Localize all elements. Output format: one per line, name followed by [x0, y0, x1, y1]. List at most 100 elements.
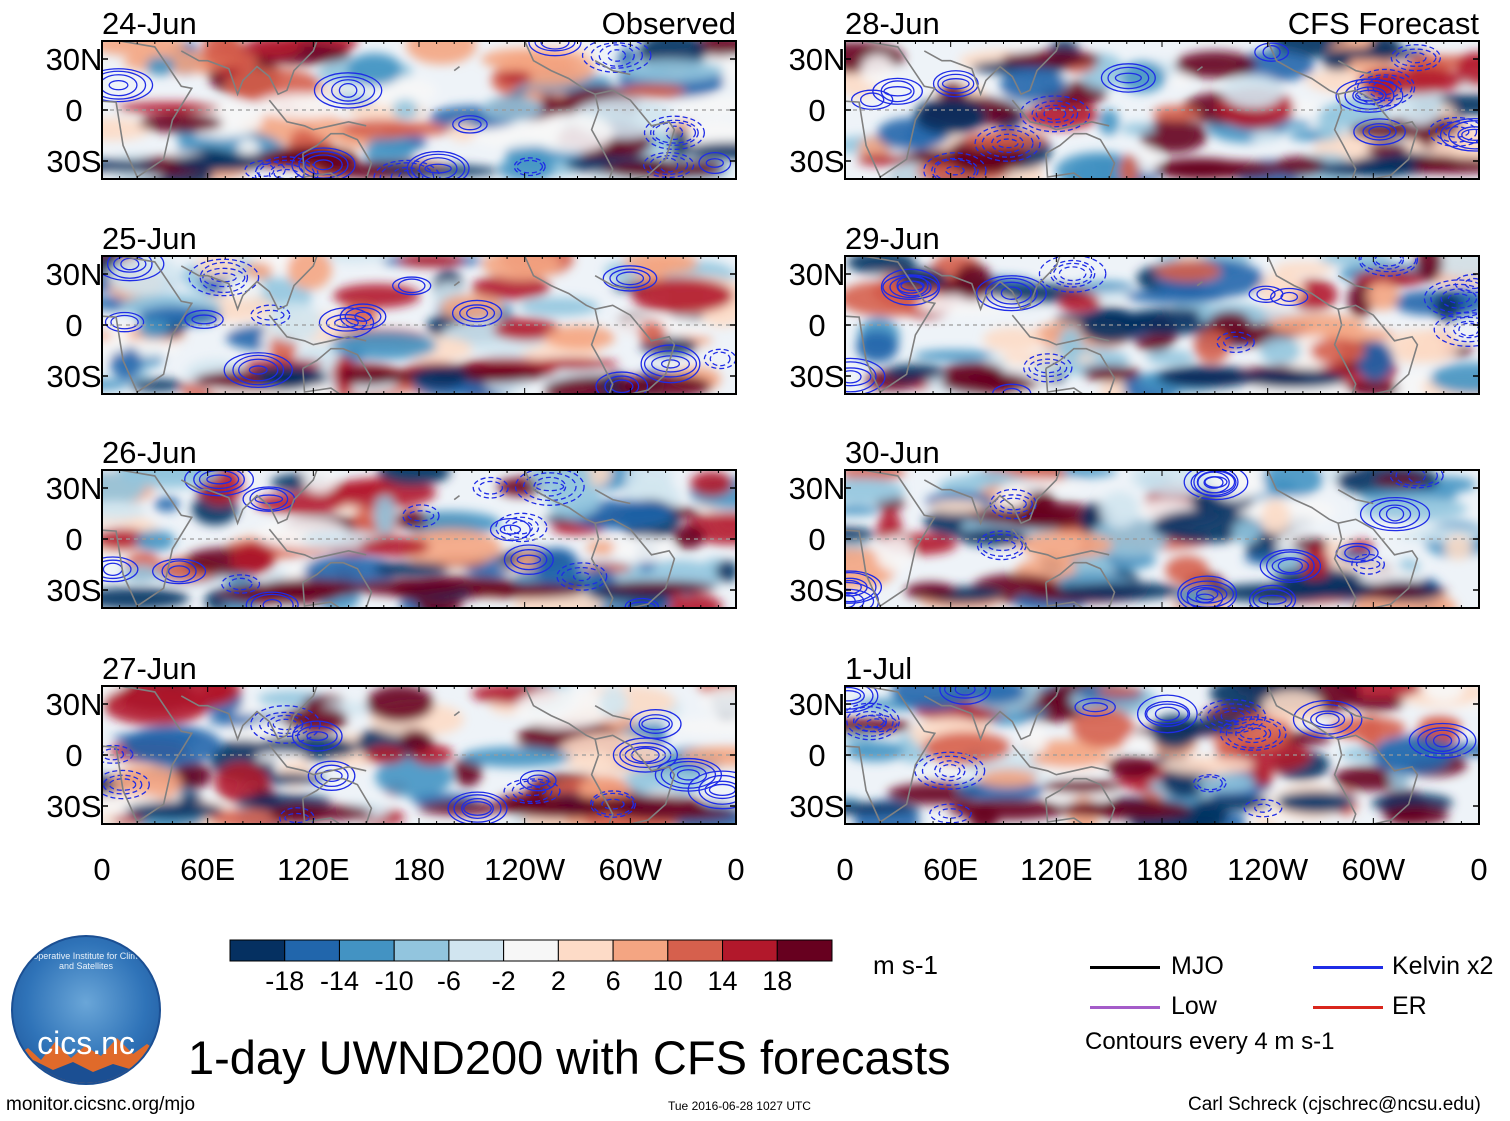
kelvin-contour — [102, 70, 147, 100]
kelvin-contour — [1265, 551, 1315, 581]
kelvin-contour — [379, 162, 435, 179]
kelvin-contour — [510, 549, 548, 571]
kelvin-contour — [669, 765, 708, 785]
coastline — [1337, 275, 1374, 291]
kelvin-contour — [1192, 774, 1227, 793]
wind-field-cell — [690, 470, 733, 497]
kelvin-contour — [1352, 86, 1387, 105]
kelvin-contour — [932, 70, 979, 98]
kelvin-contour — [102, 769, 150, 800]
wind-field-cell — [1031, 749, 1111, 768]
coastline — [268, 744, 367, 776]
panel-date-label: 28-Jun — [845, 6, 940, 41]
wind-field-cell — [1000, 67, 1066, 103]
kelvin-contour — [1107, 66, 1150, 90]
kelvin-contour — [1223, 335, 1249, 349]
kelvin-contour — [1034, 362, 1062, 374]
kelvin-contour — [1417, 727, 1468, 755]
kelvin-contour — [344, 306, 382, 327]
wind-field-cell — [373, 561, 450, 577]
logo-ring-text: Cooperative Institute for Climate and Sa… — [21, 951, 151, 971]
coastline — [268, 314, 367, 346]
coastline — [923, 41, 1061, 97]
wind-field-cell — [482, 95, 544, 122]
wind-field-cell — [1347, 281, 1374, 318]
wind-field-cell — [195, 256, 241, 280]
kelvin-contour — [1372, 80, 1398, 96]
panel-date-label: 27-Jun — [102, 651, 197, 686]
kelvin-contour — [1100, 63, 1156, 93]
kelvin-contour — [1203, 476, 1224, 489]
kelvin-contour — [880, 268, 941, 306]
colorbar-swatch — [393, 939, 450, 962]
kelvin-contour — [463, 801, 492, 816]
coastline — [1196, 280, 1203, 287]
y-tick-label: 30N — [46, 687, 103, 722]
kelvin-contour — [954, 686, 976, 696]
x-tick-label: 60E — [923, 852, 978, 887]
kelvin-contour — [1114, 72, 1142, 84]
wind-field-cell — [1348, 155, 1418, 177]
wind-field-cell — [681, 746, 736, 767]
kelvin-contour — [248, 365, 268, 375]
wind-field-cell — [546, 478, 601, 519]
wind-field-cell — [1300, 547, 1331, 582]
kelvin-contour — [589, 790, 637, 818]
kelvin-contour — [517, 786, 547, 797]
panel-date-label: 24-Jun — [102, 6, 197, 41]
kelvin-contour — [896, 274, 929, 297]
wind-field-cell — [1193, 329, 1231, 364]
x-tick-label: 180 — [393, 852, 445, 887]
kelvin-contour — [1196, 776, 1223, 791]
wind-field-cell — [1292, 538, 1329, 551]
kelvin-contour — [533, 476, 567, 497]
wind-field-cell — [1260, 336, 1301, 365]
kelvin-contour — [999, 497, 1027, 511]
wind-field-cell — [352, 578, 466, 596]
y-tick-label: 30S — [789, 359, 844, 394]
x-tick-label: 120W — [1227, 852, 1309, 887]
wind-field-cell — [1319, 256, 1392, 266]
kelvin-contour — [1254, 42, 1290, 62]
kelvin-contour — [452, 115, 488, 134]
wind-field-cell — [1322, 55, 1352, 71]
colorbar-swatch — [722, 939, 778, 962]
coastline — [845, 470, 937, 608]
kelvin-contour — [1213, 707, 1253, 726]
wind-field-cell — [671, 717, 736, 736]
footer-timestamp: Tue 2016-06-28 1027 UTC — [668, 1099, 811, 1113]
wind-field-cell — [534, 547, 581, 588]
colorbar-swatch — [229, 939, 286, 962]
kelvin-contour — [1432, 734, 1453, 748]
kelvin-contour — [1439, 118, 1479, 152]
wind-field-cell — [1357, 66, 1464, 95]
wind-field-cell — [1106, 756, 1159, 779]
kelvin-contour — [1058, 266, 1087, 282]
wind-field-cell — [856, 153, 907, 166]
kelvin-contour — [709, 351, 731, 367]
coastline — [102, 41, 194, 179]
kelvin-contour — [991, 281, 1032, 305]
wind-field-cell — [375, 756, 453, 798]
coastline — [1337, 705, 1374, 721]
kelvin-contour — [640, 344, 701, 384]
kelvin-contour — [1405, 52, 1427, 64]
kelvin-contour — [923, 152, 987, 179]
wind-field-cell — [1383, 805, 1449, 824]
y-tick-label: 30S — [46, 144, 101, 179]
wind-field-cell — [411, 365, 469, 389]
kelvin-contour — [509, 520, 533, 535]
wind-field-cell — [237, 138, 260, 158]
kelvin-contour — [1145, 703, 1189, 725]
kelvin-contour — [1443, 126, 1470, 138]
kelvin-contour — [447, 791, 508, 824]
coastline — [180, 686, 318, 742]
footer-url: monitor.cicsnc.org/mjo — [6, 1094, 196, 1115]
kelvin-contour — [615, 271, 645, 286]
kelvin-contour — [974, 124, 1041, 162]
wind-field-cell — [102, 41, 187, 57]
wind-field-cell — [700, 686, 736, 717]
logo-mountains-icon — [13, 1038, 159, 1083]
